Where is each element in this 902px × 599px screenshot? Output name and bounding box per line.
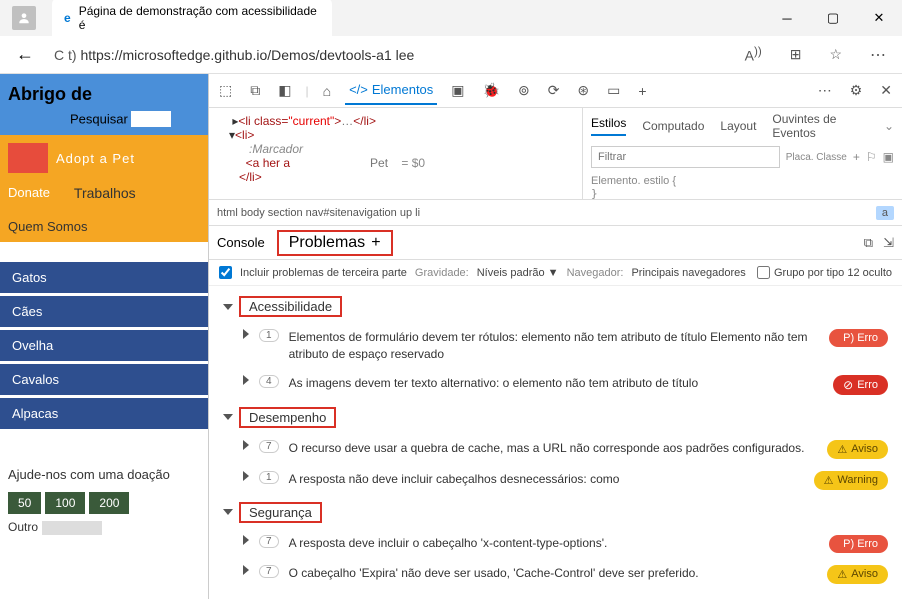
drawer-settings-icon[interactable]: ⧉ xyxy=(864,235,873,251)
home-icon[interactable]: ⌂ xyxy=(319,81,335,101)
category-item[interactable]: Gatos xyxy=(0,262,208,293)
issue-row[interactable]: 4As imagens devem ter texto alternativo:… xyxy=(219,369,892,401)
issues-filters: Incluir problemas de terceira parte Grav… xyxy=(209,260,902,286)
devtools-pane: ⬚ ⧉ ◧ | ⌂ </> Elementos ▣ 🐞 ⊚ ⟳ ⊛ ▭ + ⋯ … xyxy=(208,74,902,599)
adopt-link[interactable]: Adopt a Pet xyxy=(56,151,135,166)
sources-icon[interactable]: 🐞 xyxy=(479,80,504,101)
severity-dropdown[interactable]: Níveis padrão ▼ xyxy=(477,267,559,279)
inspect-icon[interactable]: ⬚ xyxy=(215,80,236,101)
styles-tab[interactable]: Layout xyxy=(720,119,756,133)
profile-avatar[interactable] xyxy=(12,6,36,30)
problemas-tab[interactable]: Problemas xyxy=(277,230,393,256)
issue-category-header[interactable]: Acessibilidade xyxy=(219,290,892,323)
settings-icon[interactable]: ⚙ xyxy=(846,80,867,101)
style-rule[interactable]: Elemento. estilo { xyxy=(591,174,894,187)
menu-button[interactable]: ⋯ xyxy=(862,41,894,69)
issue-row[interactable]: 1Elementos de formulário devem ter rótul… xyxy=(219,323,892,369)
website-pane: Abrigo de Pesquisar Adopt a Pet Donate T… xyxy=(0,74,208,599)
donation-button[interactable]: 100 xyxy=(45,492,85,514)
favorite-icon[interactable]: ☆ xyxy=(821,42,850,67)
elements-tab[interactable]: </> Elementos xyxy=(345,76,437,105)
devtools-toolbar: ⬚ ⧉ ◧ | ⌂ </> Elementos ▣ 🐞 ⊚ ⟳ ⊛ ▭ + ⋯ … xyxy=(209,74,902,108)
console-tab[interactable]: Console xyxy=(217,235,265,250)
url-field[interactable]: C t) https://microsoftedge.github.io/Dem… xyxy=(54,47,725,63)
donation-button[interactable]: 200 xyxy=(89,492,129,514)
issue-row[interactable]: 7O cabeçalho 'Expira' não deve ser usado… xyxy=(219,559,892,590)
jobs-link[interactable]: Trabalhos xyxy=(74,185,136,201)
placa-label: Placa. Classe xyxy=(786,152,847,163)
site-header: Abrigo de xyxy=(0,74,208,111)
collections-icon[interactable]: ⊞ xyxy=(782,42,810,67)
network-icon[interactable]: ⊚ xyxy=(514,80,534,101)
styles-pane: Estilos Computado Layout Ouvintes de Evento… xyxy=(582,108,902,199)
console-icon[interactable]: ▣ xyxy=(447,80,468,101)
donation-button[interactable]: 50 xyxy=(8,492,41,514)
donation-title: Ajude-nos com uma doação xyxy=(8,467,200,482)
other-label: Outro xyxy=(8,520,200,535)
logo-square xyxy=(8,143,48,173)
styles-chevron-icon[interactable]: ⌄ xyxy=(884,119,894,133)
category-item[interactable]: Cavalos xyxy=(0,364,208,395)
add-rule-icon[interactable]: + xyxy=(853,150,860,164)
toggle-icon[interactable]: ▣ xyxy=(883,150,894,164)
issue-row[interactable]: 1A resposta não deve incluir cabeçalhos … xyxy=(219,465,892,496)
styles-tab[interactable]: Ouvintes de Eventos xyxy=(772,112,868,140)
add-tab-icon[interactable]: + xyxy=(634,81,650,101)
dom-tree[interactable]: ▸<li class="current">…</li> ▾<li> :Marca… xyxy=(209,108,582,199)
issue-category-header[interactable]: Segurança xyxy=(219,496,892,529)
category-item[interactable]: Cães xyxy=(0,296,208,327)
search-row: Pesquisar xyxy=(0,111,208,135)
drawer-tabs: Console Problemas ⧉ ⇲ xyxy=(209,226,902,260)
issue-category-header[interactable]: Desempenho xyxy=(219,401,892,434)
donate-link[interactable]: Donate xyxy=(8,185,50,201)
issue-row[interactable]: 7A resposta deve incluir o cabeçalho 'x-… xyxy=(219,529,892,559)
application-icon[interactable]: ▭ xyxy=(603,80,624,101)
styles-tab[interactable]: Computado xyxy=(642,119,704,133)
close-devtools-icon[interactable]: ✕ xyxy=(876,80,896,101)
read-aloud-icon[interactable]: A)) xyxy=(737,41,770,68)
search-input[interactable] xyxy=(131,111,171,127)
device-icon[interactable]: ⧉ xyxy=(246,80,264,101)
browser-dropdown[interactable]: Principais navegadores xyxy=(631,267,745,279)
other-input[interactable] xyxy=(42,521,102,535)
more-icon[interactable]: ⋯ xyxy=(814,80,836,101)
issues-list: Acessibilidade1Elementos de formulário d… xyxy=(209,286,902,599)
maximize-button[interactable]: ▢ xyxy=(810,0,856,36)
include-thirdparty-checkbox[interactable] xyxy=(219,266,232,279)
memory-icon[interactable]: ⊛ xyxy=(573,80,593,101)
category-item[interactable]: Alpacas xyxy=(0,398,208,429)
address-bar: ← C t) https://microsoftedge.github.io/D… xyxy=(0,36,902,74)
browser-tab[interactable]: e Página de demonstração com acessibilid… xyxy=(52,0,332,38)
dom-breadcrumb[interactable]: html body section nav#sitenavigation up … xyxy=(209,200,902,226)
styles-filter-input[interactable] xyxy=(591,146,780,168)
about-link[interactable]: Quem Somos xyxy=(0,211,208,242)
tab-title: Página de demonstração com acessibilidad… xyxy=(79,4,320,32)
edge-icon: e xyxy=(64,11,71,25)
minimize-button[interactable]: ─ xyxy=(764,0,810,36)
back-button[interactable]: ← xyxy=(8,40,42,69)
styles-tab[interactable]: Estilos xyxy=(591,116,626,136)
close-button[interactable]: ✕ xyxy=(856,0,902,36)
window-titlebar: e Página de demonstração com acessibilid… xyxy=(0,0,902,36)
drawer-expand-icon[interactable]: ⇲ xyxy=(883,235,894,251)
hover-icon[interactable]: ⚐ xyxy=(866,150,877,164)
group-checkbox[interactable] xyxy=(757,266,770,279)
issue-row[interactable]: 7O recurso deve usar a quebra de cache, … xyxy=(219,434,892,465)
performance-icon[interactable]: ⟳ xyxy=(544,80,564,101)
category-item[interactable]: Ovelha xyxy=(0,330,208,361)
adopt-banner: Adopt a Pet xyxy=(0,135,208,181)
panel-icon[interactable]: ◧ xyxy=(274,80,295,101)
